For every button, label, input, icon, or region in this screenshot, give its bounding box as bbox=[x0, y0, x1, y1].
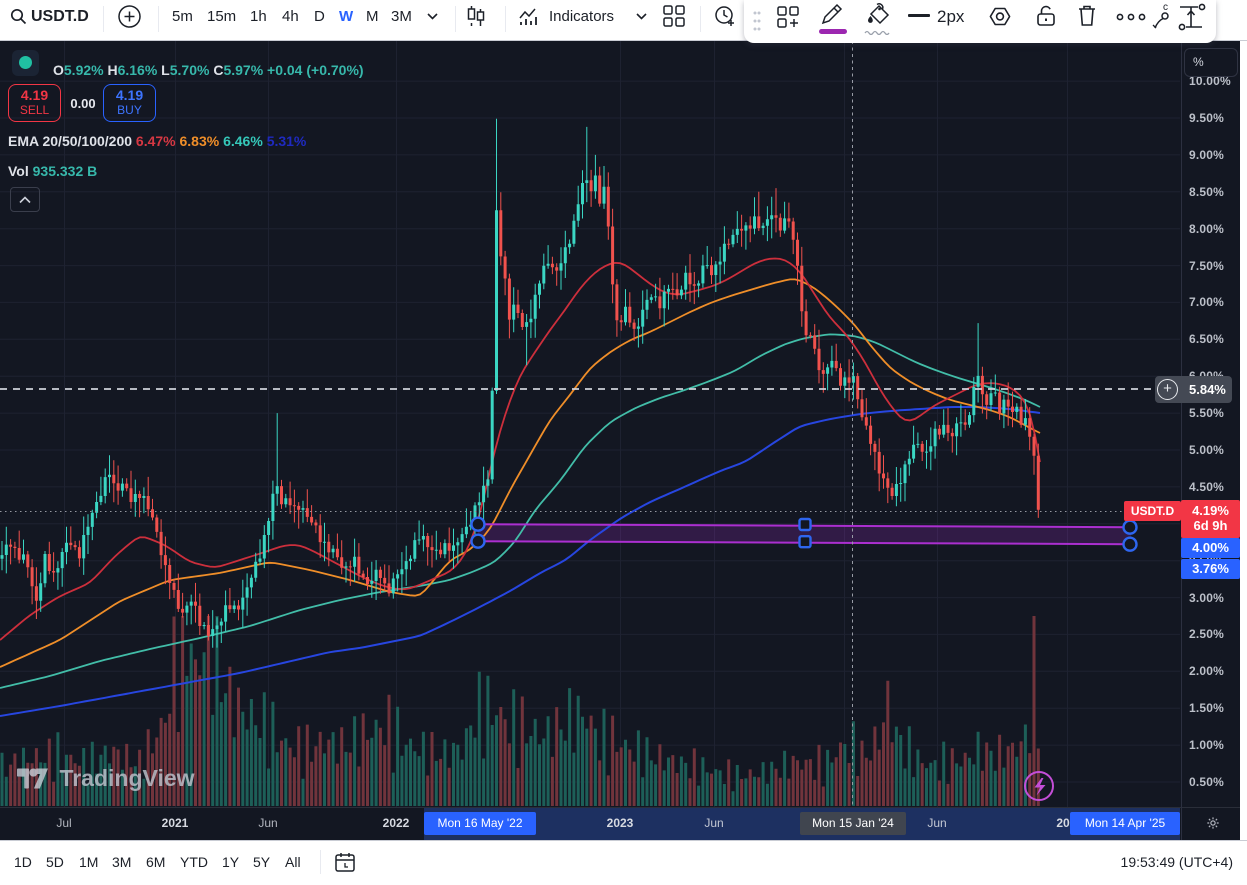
svg-text:c: c bbox=[1163, 2, 1168, 13]
